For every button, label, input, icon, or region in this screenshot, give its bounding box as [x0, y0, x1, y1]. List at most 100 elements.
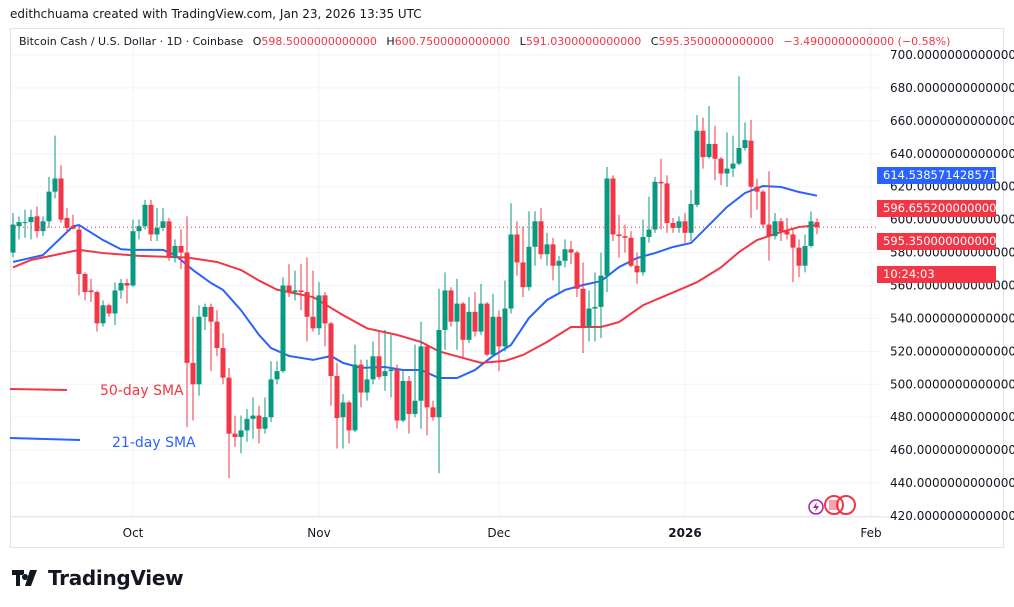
chart-legend: Bitcoin Cash / U.S. Dollar · 1D · Coinba… — [19, 35, 950, 48]
candle-2025-10-12 — [196, 305, 202, 396]
candle-2025-11-02 — [322, 292, 328, 347]
candle-2025-10-26 — [280, 277, 286, 373]
candle-body — [688, 204, 694, 233]
candle-body — [22, 222, 28, 224]
y-tick-label: 700.0000000000000 — [890, 48, 1014, 62]
candle-body — [100, 305, 106, 324]
candle-body — [190, 362, 196, 385]
open-key: O — [252, 35, 262, 48]
candle-2025-11-11 — [376, 331, 382, 380]
candle-2025-12-19 — [604, 166, 610, 293]
candle-2025-09-12 — [16, 216, 22, 240]
candle-2025-10-19 — [238, 415, 244, 454]
candle-2025-09-11 — [10, 213, 16, 258]
candle-body — [682, 221, 688, 233]
candle-body — [526, 246, 532, 288]
tradingview-logo-icon — [12, 570, 37, 586]
candle-2025-12-25 — [640, 219, 646, 276]
candle-2026-01-02 — [688, 190, 694, 242]
candle-body — [130, 231, 136, 286]
us-flag-fill — [829, 500, 839, 510]
candle-body — [382, 371, 388, 377]
candle-2025-12-15 — [580, 262, 586, 354]
candle-body — [34, 216, 40, 232]
candle-body — [778, 221, 784, 232]
candle-body — [814, 222, 820, 228]
candle-body — [220, 348, 226, 378]
candle-2025-11-28 — [478, 283, 484, 335]
candle-body — [472, 311, 478, 332]
candle-2025-12-07 — [532, 211, 538, 266]
candle-2025-10-30 — [304, 257, 310, 342]
candle-2025-12-08 — [538, 208, 544, 260]
x-axis: Oct Nov Dec 2026 Feb — [123, 526, 882, 540]
candle-2025-09-21 — [70, 214, 76, 230]
candle-2025-10-16 — [220, 333, 226, 385]
low-key: L — [519, 35, 526, 48]
candle-body — [352, 364, 358, 431]
candle-2025-09-26 — [100, 300, 106, 327]
y-tick-label: 540.0000000000000 — [890, 311, 1014, 325]
candle-body — [82, 273, 88, 293]
candles — [10, 76, 820, 479]
candle-body — [694, 130, 700, 205]
candle-body — [214, 321, 220, 349]
candle-2025-11-03 — [328, 321, 334, 406]
candle-body — [358, 364, 364, 393]
candle-2026-01-04 — [700, 117, 706, 169]
us-flag-event-icon-2 — [836, 495, 856, 515]
x-tick-label: Dec — [487, 526, 510, 540]
candle-2025-12-06 — [526, 211, 532, 291]
candle-body — [514, 234, 520, 263]
candle-body — [286, 285, 292, 293]
high-key: H — [386, 35, 395, 48]
candle-body — [460, 303, 466, 340]
low-value: 591.0300000000000 — [525, 35, 642, 48]
candle-2025-09-19 — [58, 165, 64, 223]
candle-body — [424, 346, 430, 408]
candle-2026-01-16 — [772, 213, 778, 240]
candle-2025-11-09 — [364, 359, 370, 401]
candle-2025-11-22 — [442, 272, 448, 350]
candle-body — [640, 236, 646, 273]
candle-body — [406, 380, 412, 414]
candle-body — [52, 178, 58, 192]
candle-body — [400, 380, 406, 421]
candle-body — [712, 143, 718, 159]
symbol-title: Bitcoin Cash / U.S. Dollar · 1D · Coinba… — [19, 35, 244, 48]
candle-body — [196, 316, 202, 385]
candle-body — [742, 139, 748, 149]
sma21-price-badge: 614.5385714285715 — [877, 167, 996, 184]
y-tick-label: 500.0000000000000 — [890, 377, 1014, 391]
candle-2025-11-06 — [346, 400, 352, 444]
candle-body — [202, 306, 208, 317]
candle-2025-10-28 — [292, 270, 298, 301]
candle-2025-12-02 — [502, 280, 508, 352]
candle-body — [616, 234, 622, 237]
candle-body — [142, 204, 148, 227]
candle-2025-10-21 — [250, 397, 256, 439]
candle-body — [796, 247, 802, 266]
candle-2025-12-04 — [514, 221, 520, 276]
candle-body — [724, 168, 730, 174]
candle-body — [538, 221, 544, 255]
candle-body — [376, 356, 382, 377]
candle-body — [586, 308, 592, 327]
candle-body — [256, 415, 262, 429]
candle-body — [718, 158, 724, 174]
candle-body — [76, 229, 82, 274]
candle-2025-09-17 — [46, 176, 52, 228]
candle-body — [328, 323, 334, 377]
candle-2026-01-22 — [808, 211, 814, 248]
candle-2025-09-13 — [22, 209, 28, 238]
candle-2025-10-13 — [202, 303, 208, 330]
candle-2025-11-12 — [382, 329, 388, 391]
x-tick-label: Feb — [860, 526, 881, 540]
tradingview-logo[interactable]: TradingView — [12, 566, 184, 590]
candle-2026-01-01 — [682, 213, 688, 243]
candle-2025-09-27 — [106, 303, 112, 317]
events-icons[interactable] — [808, 495, 856, 515]
candle-body — [208, 306, 214, 322]
x-tick-label: Nov — [307, 526, 330, 540]
